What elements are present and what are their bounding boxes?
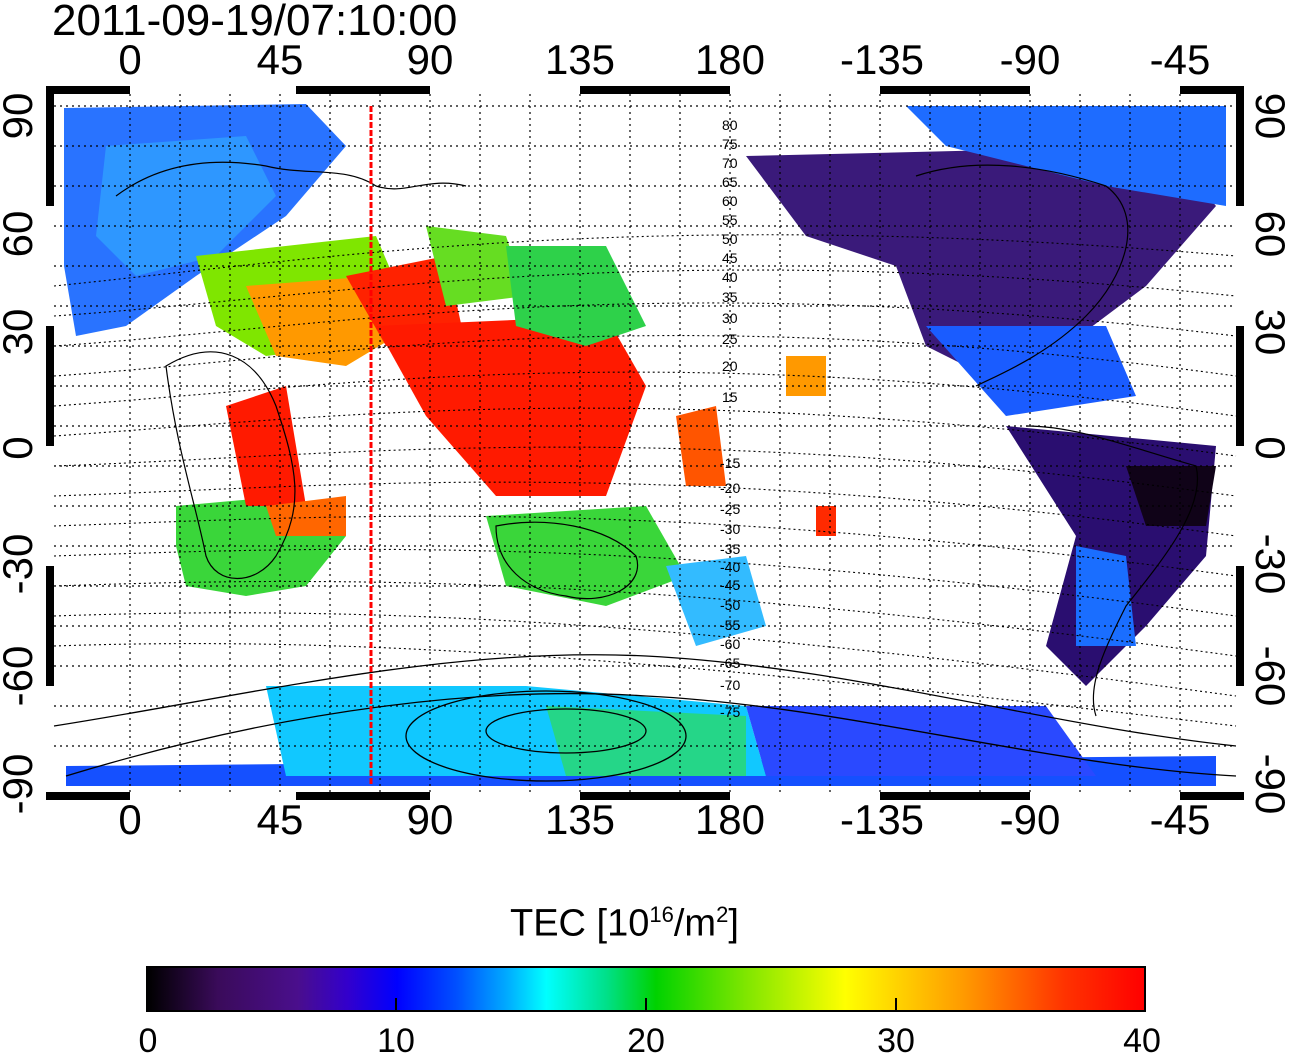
colorbar-tick: 30 [877, 1022, 915, 1060]
tec-region-australia [486, 506, 686, 606]
x-tick-top: 90 [406, 36, 454, 83]
colorbar-tick: 10 [377, 1022, 415, 1060]
maglat-label: -25 [720, 501, 740, 517]
y-tick-right: 90 [1247, 92, 1292, 140]
colorbar-title-exponent: 16 [649, 902, 674, 927]
maglat-label: 40 [722, 269, 738, 285]
x-tick-bottom: -90 [999, 796, 1061, 843]
y-tick-left: 0 [0, 388, 42, 508]
x-tick-top: 0 [118, 36, 142, 83]
colorbar-title-end: ] [728, 902, 739, 945]
y-tick-right: -90 [1247, 753, 1292, 815]
tec-region-north-america [746, 146, 1216, 386]
x-tick-bottom: 45 [256, 796, 304, 843]
y-tick-left: 90 [0, 92, 41, 140]
colorbar-title-exponent2: 2 [716, 902, 729, 927]
x-tick-bottom: -45 [1149, 796, 1211, 843]
maglat-label: -65 [720, 655, 740, 671]
maglat-label: 60 [722, 193, 738, 209]
maglat-label: -20 [720, 480, 740, 496]
maglat-label: 30 [722, 310, 738, 326]
maglat-label: -15 [720, 455, 740, 471]
x-tick-top: 135 [544, 36, 616, 83]
maglat-label: 55 [722, 212, 738, 228]
maglat-label: 65 [722, 174, 738, 190]
colorbar-mark [645, 998, 647, 1010]
maglat-label: -30 [720, 521, 740, 537]
colorbar-title: TEC [1016/m2] [510, 902, 739, 946]
y-tick-left: 30 [0, 308, 41, 356]
x-tick-bottom: 180 [694, 796, 766, 843]
maglat-label: 15 [722, 389, 738, 405]
colorbar-mark [395, 998, 397, 1010]
y-tick-right: -30 [1247, 533, 1292, 595]
maglat-labels: 80 75 70 65 60 55 50 45 40 35 30 25 20 1… [720, 117, 740, 720]
colorbar-title-main: TEC [10 [510, 902, 650, 945]
maglat-label: 45 [722, 250, 738, 266]
colorbar-title-mid: /m [673, 902, 717, 945]
maglat-label: -45 [720, 577, 740, 593]
maglat-label: 80 [722, 117, 738, 133]
y-tick-right: 0 [1247, 436, 1292, 460]
colorbar-mark [895, 998, 897, 1010]
maglat-label: -55 [720, 617, 740, 633]
x-tick-top: 180 [694, 36, 766, 83]
magnetic-latitude-contours [53, 234, 1237, 727]
x-tick-bottom: 135 [544, 796, 616, 843]
maglat-label: 35 [722, 289, 738, 305]
maglat-label: -40 [720, 559, 740, 575]
maglat-label: 70 [722, 155, 738, 171]
maglat-label: 20 [722, 358, 738, 374]
tec-data-layer [64, 104, 1226, 786]
x-tick-top: 45 [256, 36, 304, 83]
coastlines [115, 161, 1198, 717]
maglat-label: 50 [722, 231, 738, 247]
maglat-label: 25 [722, 331, 738, 347]
x-tick-top: -90 [999, 36, 1061, 83]
y-tick-left: -30 [0, 533, 41, 595]
x-tick-bottom: 0 [118, 796, 142, 843]
x-tick-top: -45 [1149, 36, 1211, 83]
colorbar-tick: 40 [1123, 1022, 1161, 1060]
maglat-label: -35 [720, 541, 740, 557]
frame-ticks [46, 86, 1244, 800]
tec-region-asia [376, 316, 646, 496]
maglat-label: -60 [720, 636, 740, 652]
colorbar-tick: 20 [627, 1022, 665, 1060]
maglat-label: -70 [720, 677, 740, 693]
colorbar-tick: 0 [138, 1022, 158, 1060]
maglat-label: -50 [720, 597, 740, 613]
maglat-label: -75 [720, 704, 740, 720]
x-tick-bottom: 90 [406, 796, 454, 843]
y-tick-right: 30 [1247, 308, 1292, 356]
y-tick-right: -60 [1247, 645, 1292, 707]
x-tick-bottom: -135 [839, 796, 925, 843]
x-tick-top: -135 [839, 36, 925, 83]
maglat-label: 75 [722, 136, 738, 152]
tec-map: 80 75 70 65 60 55 50 45 40 35 30 25 20 1… [46, 86, 1244, 800]
y-tick-left: -60 [0, 645, 41, 707]
auroral-contours [53, 654, 1237, 782]
y-tick-left: -90 [0, 753, 41, 815]
map-timestamp: 2011-09-19/07:10:00 [52, 0, 458, 45]
